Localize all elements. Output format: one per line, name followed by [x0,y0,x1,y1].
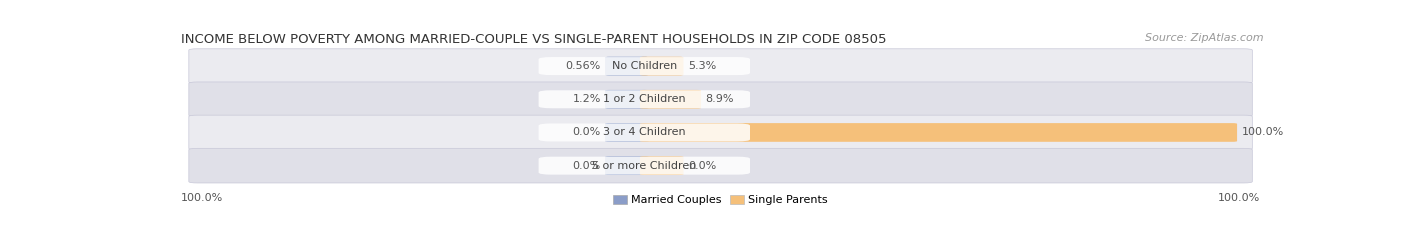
FancyBboxPatch shape [640,57,683,75]
Legend: Married Couples, Single Parents: Married Couples, Single Parents [613,195,828,206]
FancyBboxPatch shape [538,57,749,75]
Text: 100.0%: 100.0% [181,193,224,203]
Text: 100.0%: 100.0% [1241,127,1284,137]
FancyBboxPatch shape [640,90,702,109]
FancyBboxPatch shape [538,157,749,175]
Text: INCOME BELOW POVERTY AMONG MARRIED-COUPLE VS SINGLE-PARENT HOUSEHOLDS IN ZIP COD: INCOME BELOW POVERTY AMONG MARRIED-COUPL… [181,33,887,46]
FancyBboxPatch shape [605,57,648,75]
Text: 100.0%: 100.0% [1218,193,1260,203]
FancyBboxPatch shape [640,123,1237,142]
Text: 0.0%: 0.0% [572,127,600,137]
Text: 8.9%: 8.9% [706,94,734,104]
Text: 5 or more Children: 5 or more Children [592,161,696,171]
FancyBboxPatch shape [538,90,749,108]
Text: 0.56%: 0.56% [565,61,600,71]
FancyBboxPatch shape [640,156,683,175]
FancyBboxPatch shape [188,49,1253,83]
Text: Source: ZipAtlas.com: Source: ZipAtlas.com [1144,33,1263,43]
Text: 0.0%: 0.0% [688,161,716,171]
FancyBboxPatch shape [188,82,1253,116]
Text: 1 or 2 Children: 1 or 2 Children [603,94,686,104]
Text: 5.3%: 5.3% [688,61,716,71]
Text: 3 or 4 Children: 3 or 4 Children [603,127,686,137]
FancyBboxPatch shape [605,156,648,175]
Text: No Children: No Children [612,61,676,71]
FancyBboxPatch shape [188,148,1253,183]
FancyBboxPatch shape [605,90,648,109]
Text: 1.2%: 1.2% [572,94,600,104]
FancyBboxPatch shape [188,115,1253,150]
FancyBboxPatch shape [538,123,749,141]
Text: 0.0%: 0.0% [572,161,600,171]
FancyBboxPatch shape [605,123,648,142]
